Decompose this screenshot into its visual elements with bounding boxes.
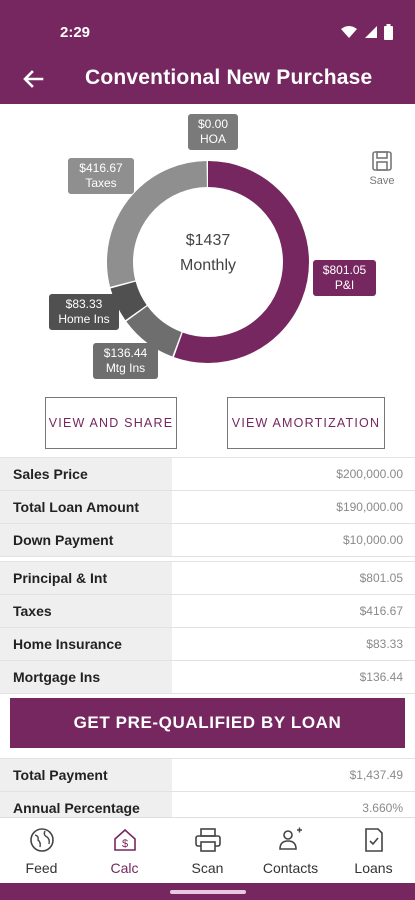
wifi-icon — [341, 26, 357, 38]
globe-icon — [29, 828, 54, 852]
row-value: $1,437.49 — [349, 768, 403, 782]
nav-feed[interactable]: Feed — [0, 818, 83, 884]
signal-icon — [365, 26, 377, 38]
nav-loans[interactable]: Loans — [332, 818, 415, 884]
chart-center-subtitle: Monthly — [179, 257, 237, 274]
calc-home-icon: $ — [113, 828, 136, 851]
row-value: $190,000.00 — [336, 500, 403, 514]
contacts-icon — [278, 827, 302, 850]
row-value: $416.67 — [359, 604, 403, 618]
nav-calc[interactable]: $ Calc — [83, 818, 166, 884]
nav-label: Calc — [110, 860, 139, 876]
row-label: Home Insurance — [0, 628, 172, 660]
save-label: Save — [369, 175, 395, 187]
payment-breakdown-table: Principal & Int $801.05 Taxes $416.67 Home… — [0, 561, 415, 694]
payment-donut-chart — [107, 161, 309, 363]
loan-summary-table: Sales Price $200,000.00 Total Loan Amount… — [0, 457, 415, 557]
nav-scan[interactable]: Scan — [166, 818, 249, 884]
row-value: 3.660% — [362, 801, 403, 815]
table-row: Down Payment $10,000.00 — [0, 524, 415, 557]
nav-contacts[interactable]: Contacts — [249, 818, 332, 884]
app-bar: Conventional New Purchase — [0, 56, 415, 104]
view-and-share-button[interactable]: VIEW AND SHARE — [45, 397, 177, 449]
row-label: Sales Price — [0, 458, 172, 490]
slice-label-taxes: $416.67 Taxes — [68, 158, 134, 194]
table-row: Total Loan Amount $190,000.00 — [0, 491, 415, 524]
row-value: $136.44 — [359, 670, 403, 684]
row-label: Principal & Int — [0, 562, 172, 594]
row-label: Taxes — [0, 595, 172, 627]
donut-slice-p-i — [107, 161, 309, 363]
table-row: Mortgage Ins $136.44 — [0, 661, 415, 694]
table-row: Taxes $416.67 — [0, 595, 415, 628]
slice-label-home-ins: $83.33 Home Ins — [49, 294, 119, 330]
svg-text:$: $ — [121, 838, 127, 850]
nav-label: Loans — [354, 860, 393, 876]
battery-icon — [384, 24, 393, 40]
row-label: Mortgage Ins — [0, 661, 172, 693]
table-row: Principal & Int $801.05 — [0, 562, 415, 595]
gesture-handle[interactable] — [170, 890, 246, 894]
row-value: $801.05 — [359, 571, 403, 585]
chart-center-total: $1437 — [185, 232, 231, 249]
save-button[interactable]: Save — [366, 150, 398, 187]
back-arrow-icon[interactable] — [18, 66, 46, 94]
nav-label: Contacts — [262, 860, 319, 876]
row-value: $10,000.00 — [342, 533, 403, 547]
page-title: Conventional New Purchase — [85, 66, 373, 89]
status-time: 2:29 — [60, 24, 91, 41]
document-check-icon — [364, 828, 383, 852]
nav-label: Feed — [25, 860, 58, 876]
slice-label-mtg-ins: $136.44 Mtg Ins — [93, 343, 158, 379]
floppy-disk-icon — [372, 151, 392, 171]
row-label: Total Payment — [0, 759, 172, 791]
row-value: $200,000.00 — [336, 467, 403, 481]
row-value: $83.33 — [366, 637, 403, 651]
slice-label-pi: $801.05 P&I — [313, 260, 376, 296]
bottom-navigation: Feed $ Calc Scan Contacts Loans — [0, 817, 415, 884]
status-bar: 2:29 — [0, 0, 415, 56]
nav-label: Scan — [191, 860, 224, 876]
total-table: Total Payment $1,437.49 Annual Percentage… — [0, 758, 415, 848]
row-label: Down Payment — [0, 524, 172, 556]
payment-chart-area — [0, 104, 415, 384]
table-row: Home Insurance $83.33 — [0, 628, 415, 661]
row-label: Total Loan Amount — [0, 491, 172, 523]
status-icons — [340, 24, 393, 40]
slice-label-hoa: $0.00 HOA — [188, 114, 238, 150]
get-prequalified-button[interactable]: GET PRE-QUALIFIED BY LOAN — [10, 698, 405, 748]
printer-icon — [194, 828, 221, 852]
donut-slice-taxes — [107, 161, 309, 363]
table-row: Sales Price $200,000.00 — [0, 458, 415, 491]
table-row: Total Payment $1,437.49 — [0, 759, 415, 792]
view-amortization-button[interactable]: VIEW AMORTIZATION — [227, 397, 385, 449]
